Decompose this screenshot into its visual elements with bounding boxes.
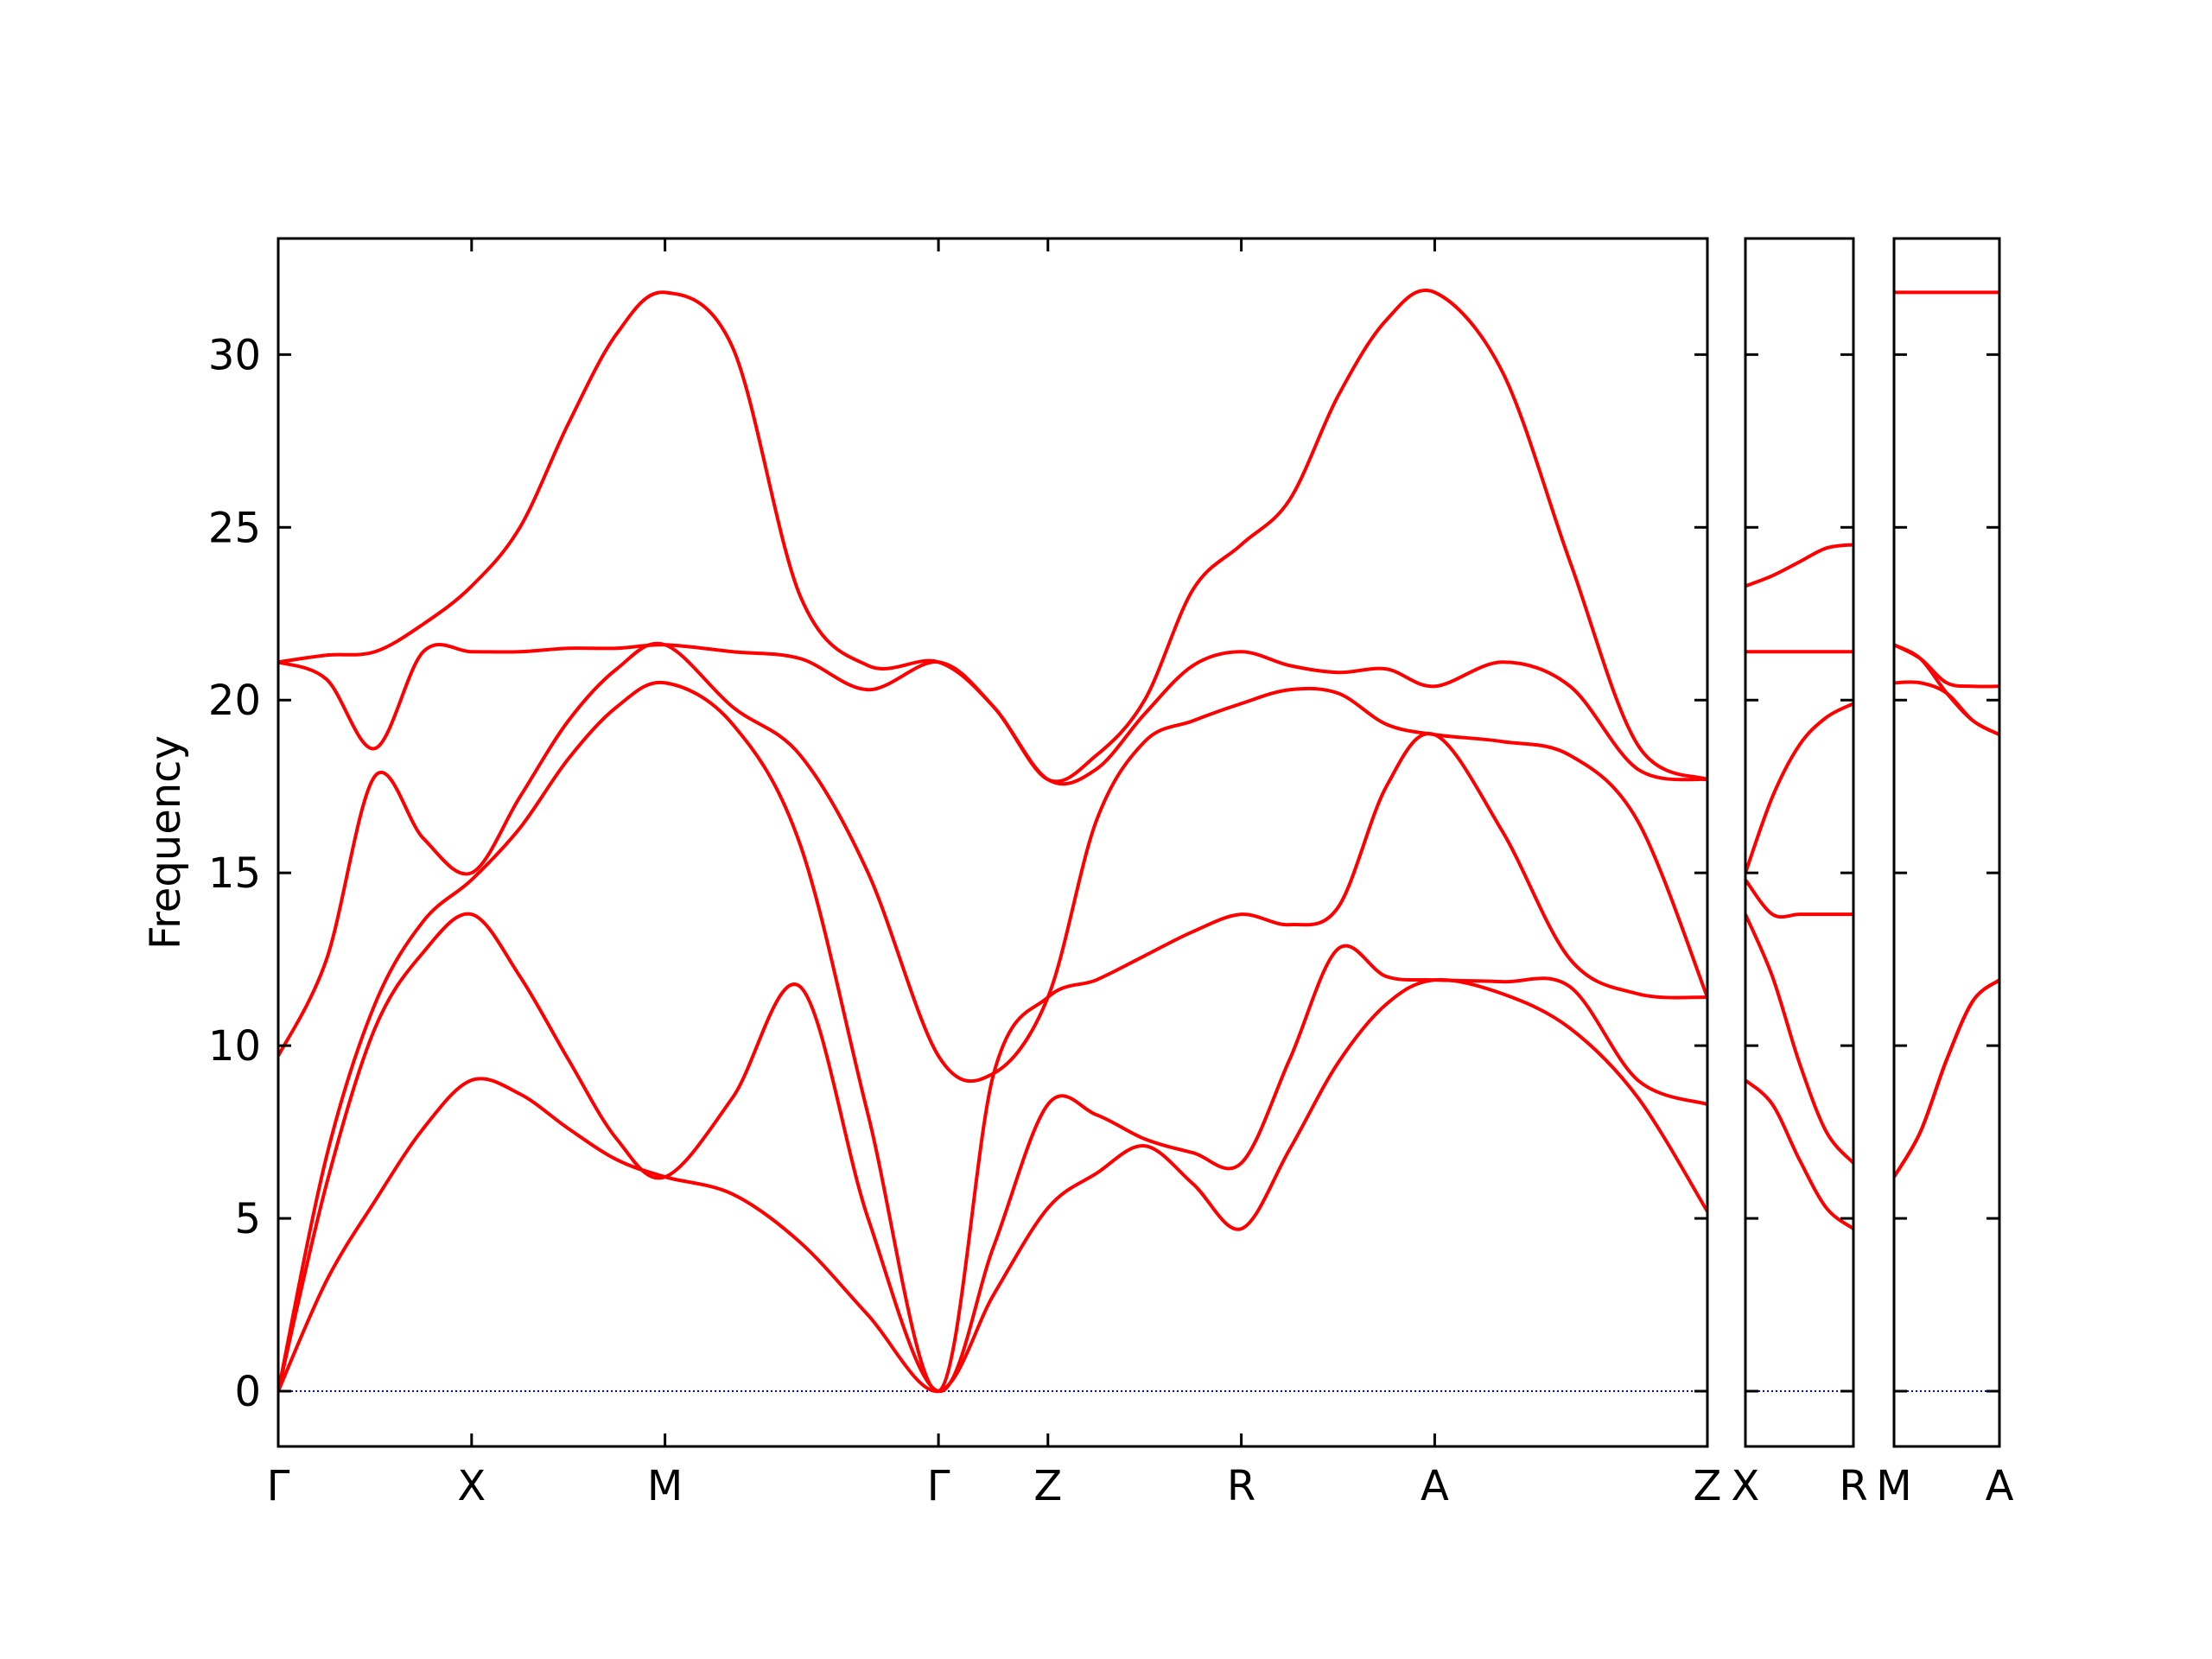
plot-area [1894,290,1999,1393]
x-tick-label: R [1839,1462,1867,1510]
band-line [1745,543,1853,588]
band-line [1745,913,1853,1165]
x-tick-label: M [647,1462,683,1510]
x-tick-label: X [457,1462,486,1510]
y-tick-label: 10 [208,1022,261,1071]
x-tick-label: Z [1694,1462,1722,1510]
band-line [1745,702,1853,874]
band-line [278,641,1707,1084]
plot-area [278,289,1707,1394]
panel: 0 5 10 15 20 25 30 Γ X M Γ Z R A Z Frequency [142,237,1722,1510]
band-line [1894,643,1999,689]
band-line [278,289,1707,784]
x-tick-label: Γ [267,1462,290,1510]
band-line [1745,878,1853,919]
band-line [1745,1078,1853,1230]
x-tick-label: A [1421,1462,1449,1510]
x-tick-label: X [1732,1462,1760,1510]
axes-frame [276,237,1709,1448]
y-tick-label: 0 [234,1368,261,1416]
band-line [1894,978,1999,1179]
plot-area [1745,543,1853,1393]
y-tick-label: 15 [208,849,261,898]
x-tick-label: A [1986,1462,2014,1510]
x-tick-label: M [1876,1462,1911,1510]
x-tick-label: Z [1033,1462,1062,1510]
x-tick-label: Γ [927,1462,950,1510]
axes-frame [1892,237,2001,1448]
x-tick-label: R [1227,1462,1255,1510]
band-line [278,680,1707,1394]
y-tick-label: 30 [208,331,261,379]
y-tick-label: 20 [208,677,261,725]
y-axis-label: Frequency [142,735,190,950]
axes-frame [1744,237,1855,1448]
y-tick-label: 5 [234,1195,261,1243]
y-tick-label: 25 [208,504,261,552]
